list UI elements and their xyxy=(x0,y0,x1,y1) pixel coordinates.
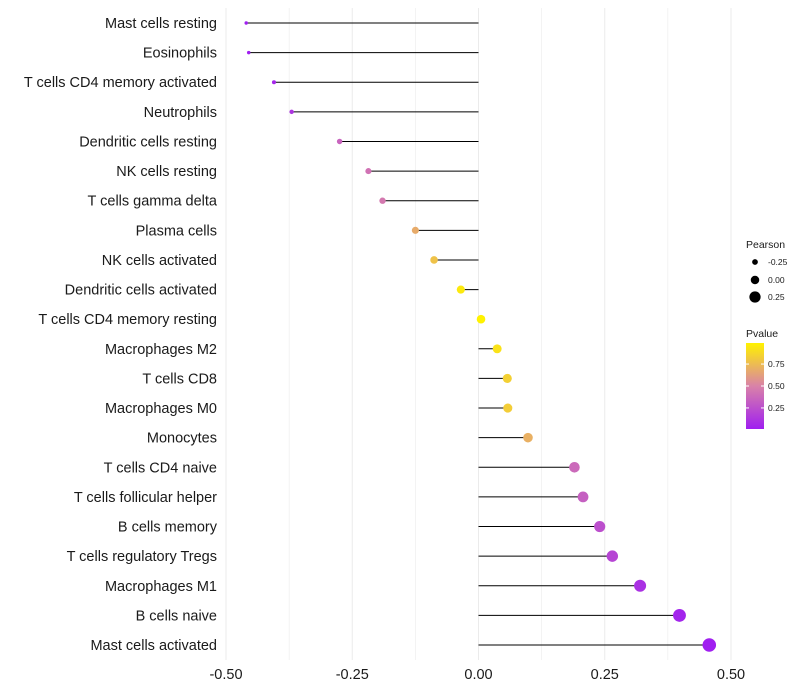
lollipop-dot xyxy=(244,21,248,25)
legend-pearson-dot xyxy=(752,259,758,265)
lollipop-dot xyxy=(569,461,580,473)
category-labels: Mast cells resting Eosinophils T cells CD4… xyxy=(24,16,218,654)
legend-pvalue-label: 0.50 xyxy=(768,381,785,391)
x-tick-label: 0.00 xyxy=(464,667,492,683)
category-label: Neutrophils xyxy=(144,105,217,121)
category-label: Monocytes xyxy=(147,431,217,447)
lollipop-dot xyxy=(430,256,438,264)
category-label: T cells regulatory Tregs xyxy=(67,549,217,565)
x-tick-label: 0.50 xyxy=(717,667,745,683)
x-axis-ticks: -0.50 -0.25 0.00 0.25 0.50 xyxy=(209,667,745,683)
category-label: T cells CD4 memory resting xyxy=(38,312,217,328)
lollipop-dot xyxy=(336,138,343,145)
category-label: Macrophages M2 xyxy=(105,342,217,358)
legend-pvalue-label: 0.75 xyxy=(768,359,785,369)
category-label: T cells CD8 xyxy=(142,371,217,387)
category-label: T cells follicular helper xyxy=(74,490,217,506)
legend-pvalue-label: 0.25 xyxy=(768,403,785,413)
lollipop-dot xyxy=(594,520,606,533)
lollipop-dot xyxy=(246,50,251,55)
category-label: Mast cells activated xyxy=(90,638,217,654)
category-label: Dendritic cells resting xyxy=(79,134,217,150)
category-label: B cells memory xyxy=(118,520,218,536)
lollipop-dot xyxy=(523,432,533,443)
lollipop-stems xyxy=(246,22,710,646)
category-label: NK cells resting xyxy=(116,164,217,180)
category-label: Mast cells resting xyxy=(105,16,217,32)
lollipop-dot xyxy=(456,285,465,294)
category-label: T cells CD4 naive xyxy=(104,460,217,476)
lollipop-dot xyxy=(365,168,372,175)
legend-pvalue-title: Pvalue xyxy=(746,328,778,340)
category-label: Dendritic cells activated xyxy=(65,283,217,299)
category-label: Macrophages M0 xyxy=(105,401,217,417)
legend-pearson-label: 0.25 xyxy=(768,292,785,302)
lollipop-dot xyxy=(502,373,512,383)
legend-pearson-title: Pearson xyxy=(746,239,785,251)
lollipop-dot xyxy=(702,638,717,652)
lollipop-dot xyxy=(577,491,589,503)
lollipop-dot xyxy=(673,608,686,622)
category-label: Macrophages M1 xyxy=(105,579,217,595)
lollipop-dot xyxy=(503,403,513,413)
legend-pvalue: Pvalue 0.75 0.50 0.25 xyxy=(746,328,785,429)
category-label: Plasma cells xyxy=(136,223,217,239)
legend-pearson-dot xyxy=(750,275,760,285)
lollipop-dot xyxy=(411,226,419,234)
x-tick-label: 0.25 xyxy=(591,667,619,683)
lollipop-dot xyxy=(606,550,619,562)
legend-pearson-label: -0.25 xyxy=(768,257,788,267)
category-label: T cells gamma delta xyxy=(88,194,218,210)
lollipop-dot xyxy=(271,80,276,85)
x-tick-label: -0.50 xyxy=(209,667,242,683)
category-label: NK cells activated xyxy=(102,253,217,269)
lollipop-dot xyxy=(476,314,486,324)
x-tick-label: -0.25 xyxy=(336,667,369,683)
lollipop-dot xyxy=(634,579,647,592)
lollipop-dot xyxy=(492,344,502,354)
category-label: B cells naive xyxy=(136,608,217,624)
category-label: T cells CD4 memory activated xyxy=(24,75,217,91)
lollipop-dots xyxy=(244,21,717,652)
legend-pearson-dot xyxy=(749,291,761,303)
grid-lines xyxy=(225,8,732,660)
lollipop-dot xyxy=(289,109,294,115)
category-label: Eosinophils xyxy=(143,46,217,62)
legend-pearson: Pearson -0.25 0.00 0.25 xyxy=(746,239,788,303)
legend-pvalue-colorbar xyxy=(746,343,764,429)
lollipop-dot xyxy=(379,197,386,204)
legend-pearson-label: 0.00 xyxy=(768,275,785,285)
